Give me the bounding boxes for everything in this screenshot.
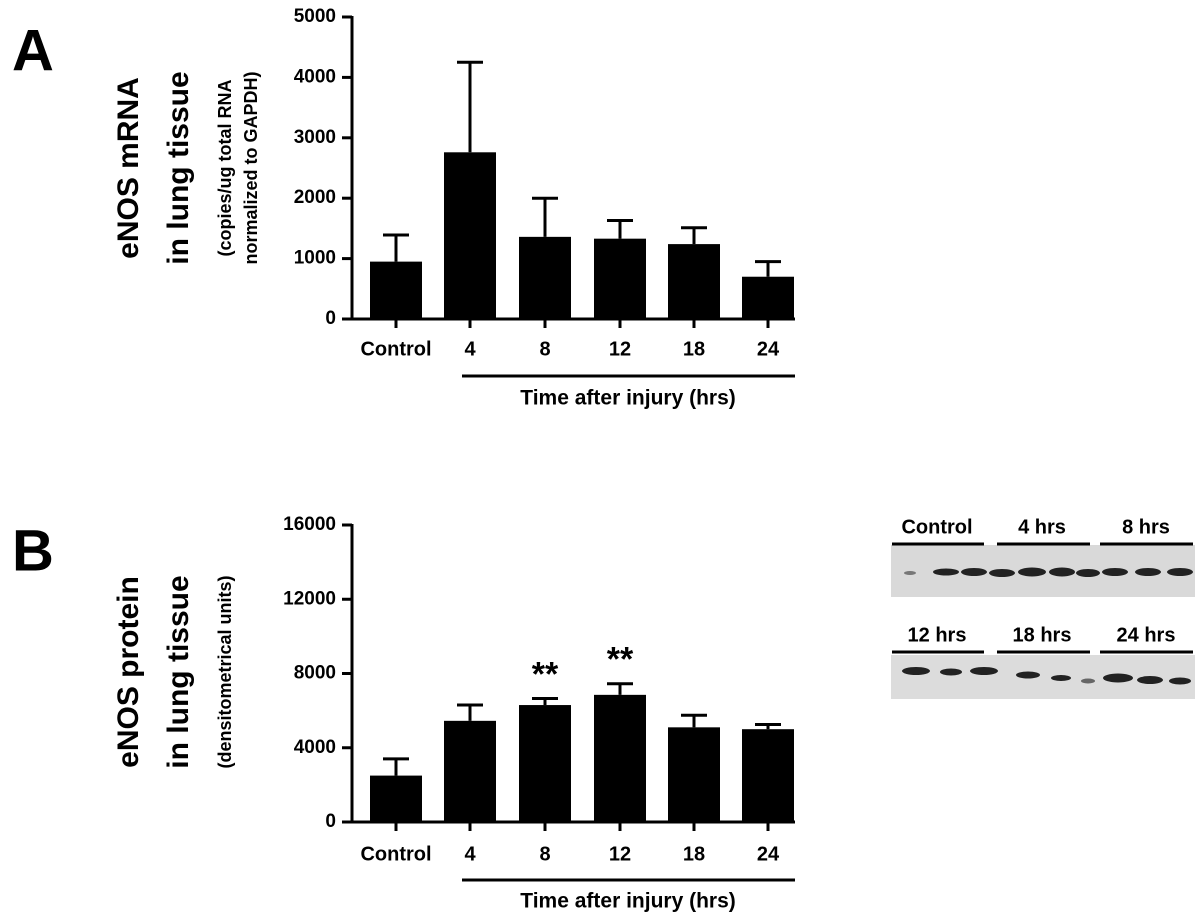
bar [594, 238, 646, 319]
y-tick-label: 4000 [294, 66, 336, 87]
bar [742, 729, 794, 822]
y-axis-units: (copies/ug total RNA [215, 79, 235, 256]
x-tick-label: 24 [757, 338, 780, 360]
x-tick-label: 24 [757, 843, 780, 865]
y-tick-label: 4000 [294, 737, 336, 758]
y-axis-title: eNOS protein [112, 576, 145, 768]
bar [444, 720, 496, 822]
x-tick-label: 8 [539, 843, 550, 865]
y-tick-label: 2000 [294, 187, 336, 208]
blot-lane-label: 24 hrs [1117, 624, 1176, 646]
bar [519, 236, 571, 319]
bar [668, 244, 720, 319]
x-axis-title: Time after injury (hrs) [520, 890, 736, 913]
y-axis-title: in lung tissue [162, 71, 195, 264]
bar [594, 694, 646, 822]
y-tick-label: 8000 [294, 663, 336, 684]
y-tick-label: 0 [325, 811, 336, 832]
blot-lane-label: 4 hrs [1018, 516, 1066, 538]
y-axis-units: (densitometrical units) [215, 575, 235, 768]
x-tick-label: Control [360, 843, 431, 865]
blot-lane-label: 8 hrs [1122, 516, 1170, 538]
x-tick-label: Control [360, 338, 431, 360]
significance-mark: ** [607, 641, 634, 679]
bar [742, 276, 794, 319]
blot-lane-label: 12 hrs [908, 624, 967, 646]
y-axis-units: normalized to GAPDH) [241, 71, 261, 264]
x-tick-label: 4 [464, 843, 476, 865]
y-tick-label: 3000 [294, 127, 336, 148]
bar [444, 152, 496, 319]
bar [519, 705, 571, 822]
x-tick-label: 12 [609, 843, 631, 865]
y-tick-label: 5000 [294, 6, 336, 27]
x-tick-label: 8 [539, 338, 550, 360]
x-tick-label: 4 [464, 338, 476, 360]
bar [370, 775, 422, 822]
blot-lane-label: 18 hrs [1013, 624, 1072, 646]
bar [370, 261, 422, 319]
y-axis-title: in lung tissue [162, 575, 195, 768]
bands [902, 567, 1193, 685]
blot-lane-label: Control [901, 516, 972, 538]
y-axis-title: eNOS mRNA [112, 77, 145, 259]
y-tick-label: 1000 [294, 248, 336, 269]
x-tick-label: 18 [683, 843, 705, 865]
panel-label: B [12, 518, 54, 583]
blot: Control 4 hrs 8 hrs 12 hrs 18 hrs 24 hrs [891, 516, 1195, 699]
x-tick-label: 12 [609, 338, 631, 360]
y-tick-label: 16000 [283, 514, 336, 535]
y-tick-label: 12000 [283, 588, 336, 609]
panel-label: A [12, 18, 54, 83]
significance-mark: ** [532, 656, 559, 694]
y-tick-label: 0 [325, 308, 336, 329]
x-axis-title: Time after injury (hrs) [520, 387, 736, 410]
x-tick-label: 18 [683, 338, 705, 360]
bar [668, 727, 720, 822]
